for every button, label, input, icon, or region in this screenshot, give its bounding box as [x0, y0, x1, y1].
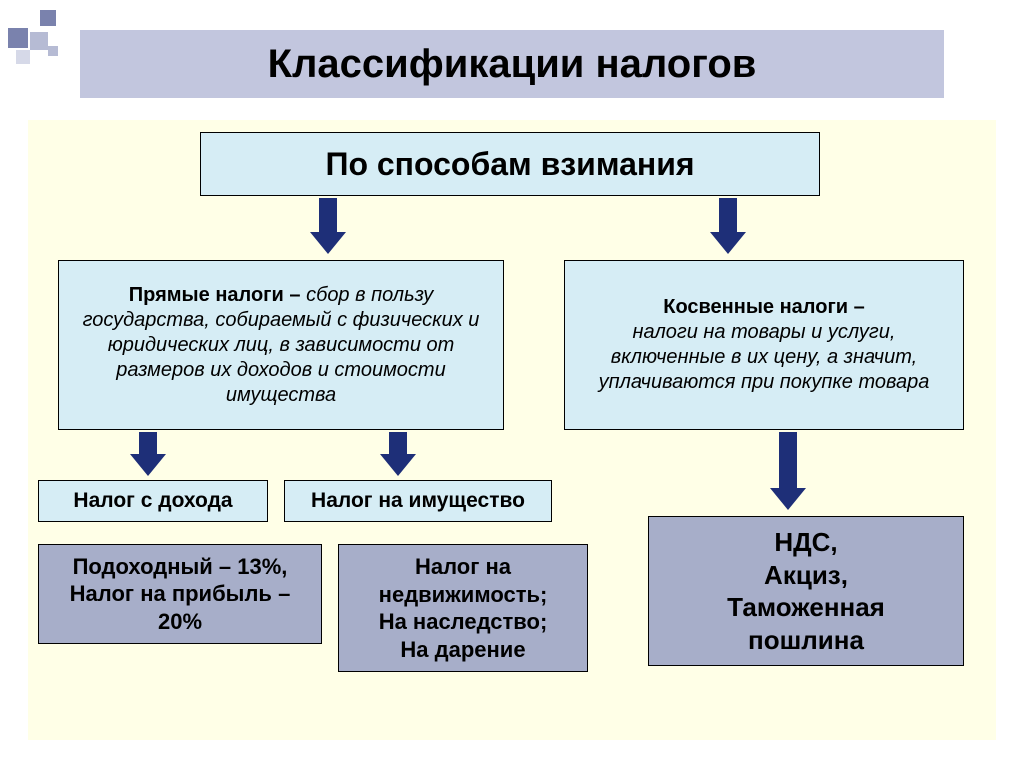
indirect-heading: Косвенные налоги: [663, 296, 848, 318]
direct-text: Прямые налоги – сбор в пользу государств…: [69, 283, 493, 408]
property-tax-detail: Налог на недвижимость; На наследство; На…: [338, 544, 588, 672]
property-detail-text: Налог на недвижимость; На наследство; На…: [379, 553, 548, 663]
property-tax-node: Налог на имущество: [284, 480, 552, 522]
income-tax-node: Налог с дохода: [38, 480, 268, 522]
indirect-taxes-node: Косвенные налоги – налоги на товары и ус…: [564, 260, 964, 430]
root-node: По способам взимания: [200, 132, 820, 196]
direct-taxes-node: Прямые налоги – сбор в пользу государств…: [58, 260, 504, 430]
direct-sep: –: [284, 284, 306, 306]
income-label: Налог с дохода: [73, 488, 232, 514]
direct-heading: Прямые налоги: [129, 284, 284, 306]
indirect-text: Косвенные налоги – налоги на товары и ус…: [575, 295, 953, 395]
slide-title: Классификации налогов: [80, 30, 944, 98]
indirect-sep: –: [848, 296, 865, 318]
income-detail-text: Подоходный – 13%, Налог на прибыль – 20%: [70, 553, 291, 636]
root-label: По способам взимания: [325, 144, 694, 184]
property-label: Налог на имущество: [311, 488, 525, 514]
flowchart-area: По способам взимания Прямые налоги – сбо…: [28, 120, 996, 740]
income-tax-detail: Подоходный – 13%, Налог на прибыль – 20%: [38, 544, 322, 644]
indirect-desc: налоги на товары и услуги, включенные в …: [599, 321, 930, 393]
indirect-tax-result: НДС, Акциз, Таможенная пошлина: [648, 516, 964, 666]
indirect-result-text: НДС, Акциз, Таможенная пошлина: [727, 526, 885, 656]
